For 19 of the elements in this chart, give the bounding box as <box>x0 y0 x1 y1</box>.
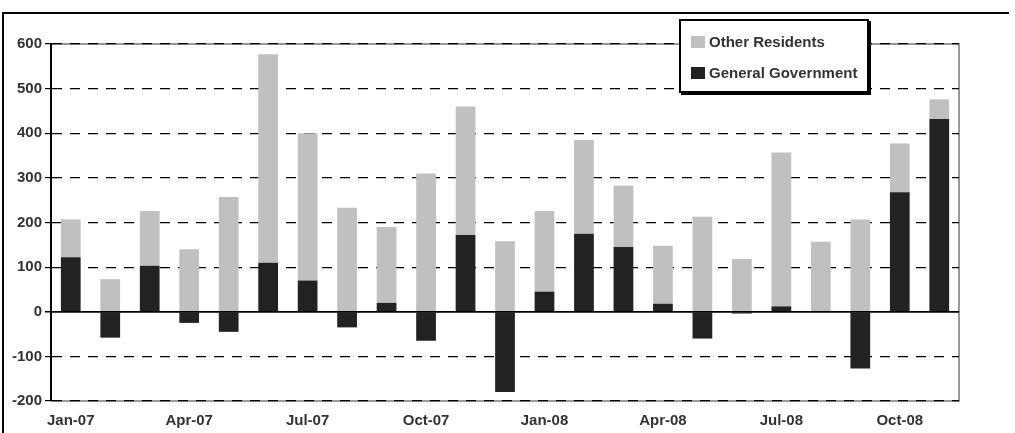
y-tick-label: 300 <box>16 168 43 186</box>
y-tick-label: 200 <box>16 212 43 230</box>
x-tick-label: Apr-07 <box>165 411 213 429</box>
y-tick-label: 0 <box>33 301 43 319</box>
y-tick-label: -200 <box>11 391 43 409</box>
x-tick-label: Jul-08 <box>759 411 804 429</box>
x-tick-label: Jul-07 <box>285 411 330 429</box>
y-tick-label: 100 <box>16 257 43 275</box>
y-tick-label: -100 <box>11 346 43 364</box>
x-tick-label: Oct-08 <box>876 411 924 429</box>
x-tick-label: Oct-07 <box>402 411 450 429</box>
y-tick-label: 400 <box>16 123 43 141</box>
legend-label: General Government <box>709 64 858 81</box>
x-tick-label: Jan-08 <box>520 411 569 429</box>
y-tick-label: 600 <box>16 34 43 52</box>
legend-label: Other Residents <box>709 33 825 50</box>
x-tick-label: Apr-08 <box>639 411 687 429</box>
y-tick-label: 500 <box>16 78 43 96</box>
x-tick-label: Jan-07 <box>47 411 95 429</box>
